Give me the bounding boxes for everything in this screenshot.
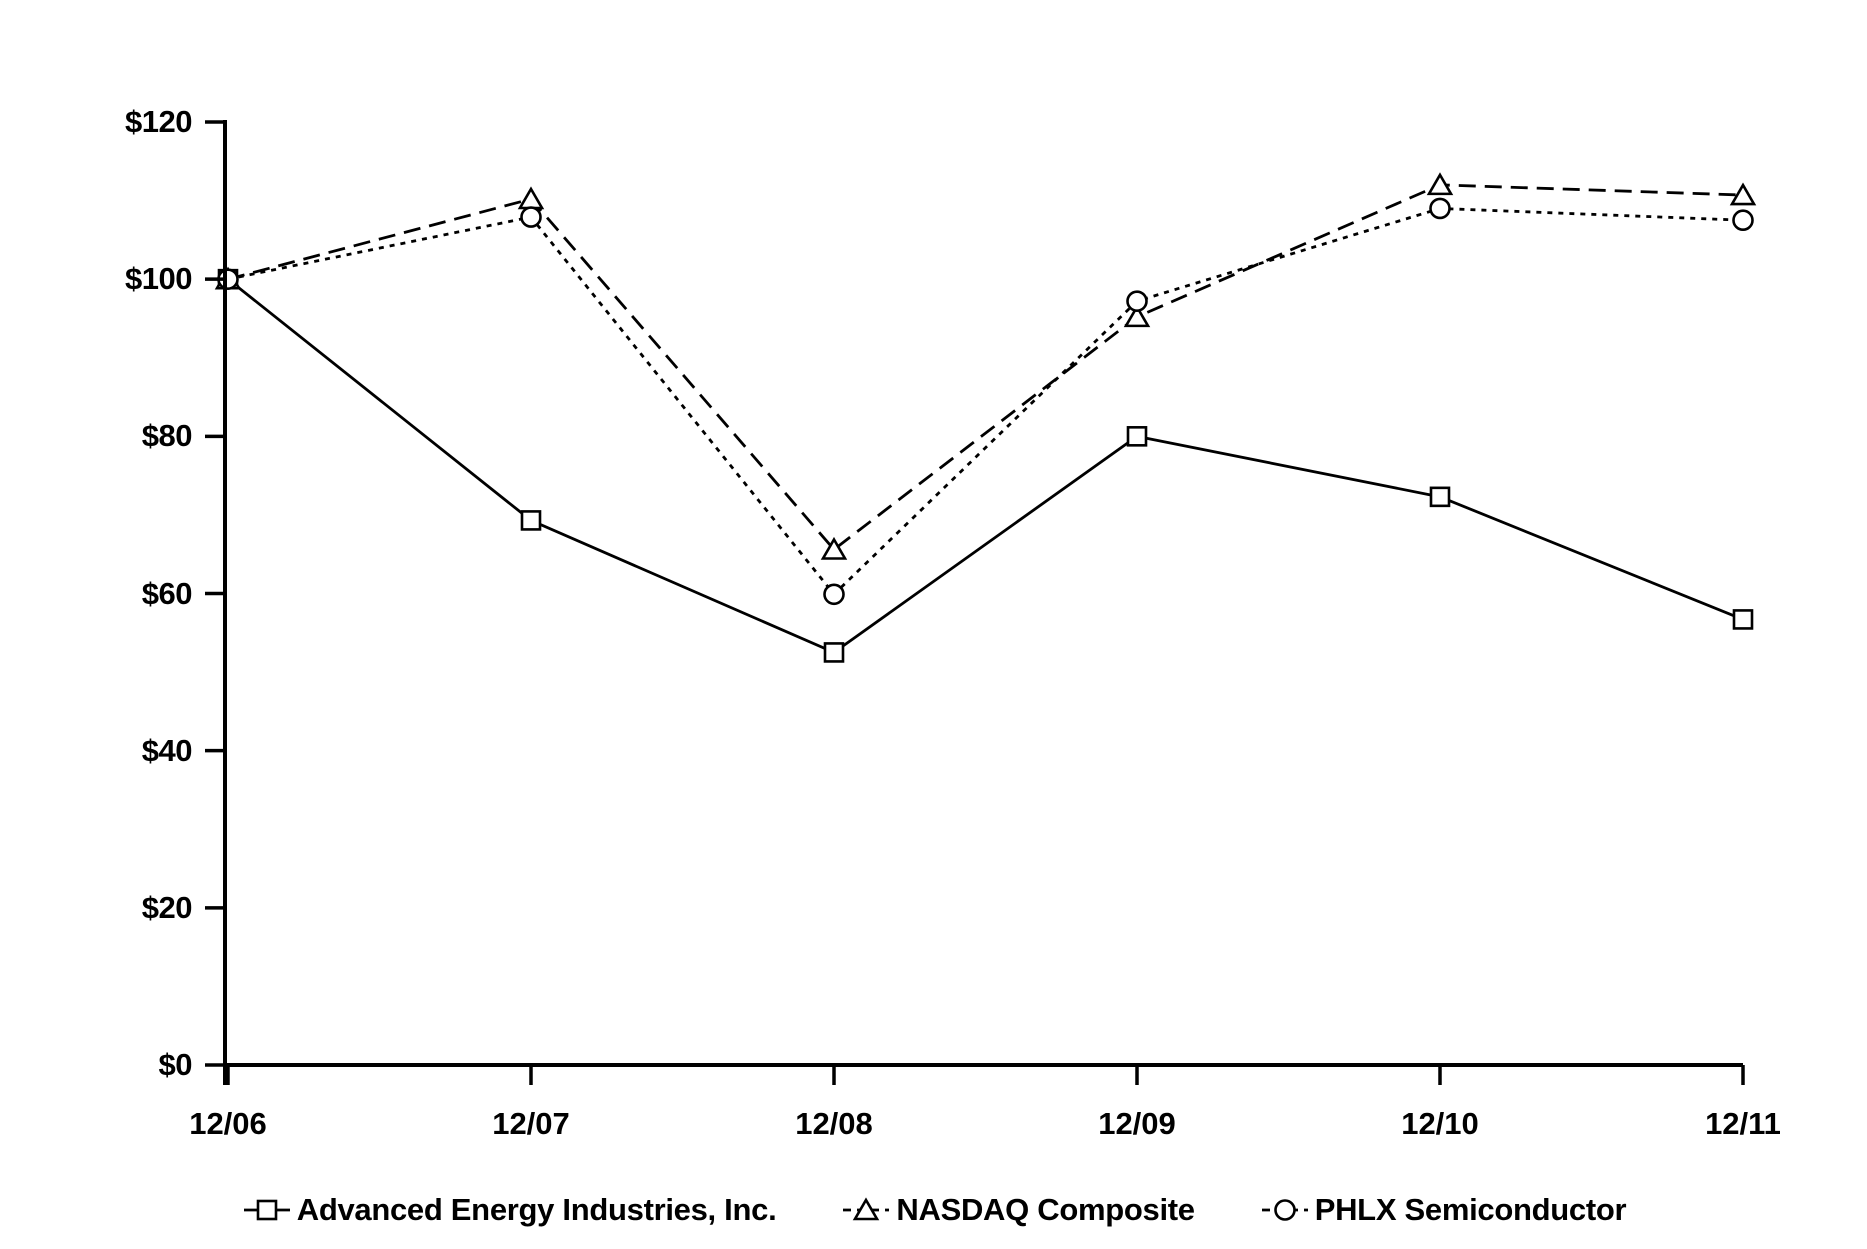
legend-label: Advanced Energy Industries, Inc. [296,1192,777,1227]
legend-item: NASDAQ Composite [840,1192,1195,1228]
triangle-marker-icon [843,1197,890,1221]
x-tick-label: 12/07 [492,1106,570,1141]
x-tick-label: 12/06 [189,1106,267,1141]
x-tick-label: 12/10 [1401,1106,1479,1141]
y-tick-label: $0 [158,1047,193,1082]
x-tick-label: 12/11 [1705,1106,1781,1141]
x-tick-label: 12/08 [795,1106,873,1141]
chart-legend: Advanced Energy Industries, Inc. NASDAQ C… [0,1192,1867,1228]
y-tick-label: $60 [141,575,193,611]
legend-item: PHLX Semiconductor [1259,1192,1627,1228]
y-tick-label: $40 [141,732,193,768]
y-tick-label: $20 [141,889,193,925]
y-tick-label: $100 [125,261,192,297]
legend-label: PHLX Semiconductor [1314,1192,1627,1227]
x-tick-label: 12/09 [1098,1106,1176,1141]
y-tick-label: $120 [125,104,192,139]
y-tick-label: $80 [141,418,193,454]
circle-marker-icon [1261,1199,1308,1221]
legend-label: NASDAQ Composite [896,1192,1195,1227]
legend-item: Advanced Energy Industries, Inc. [241,1192,777,1228]
square-marker-icon [243,1199,290,1221]
